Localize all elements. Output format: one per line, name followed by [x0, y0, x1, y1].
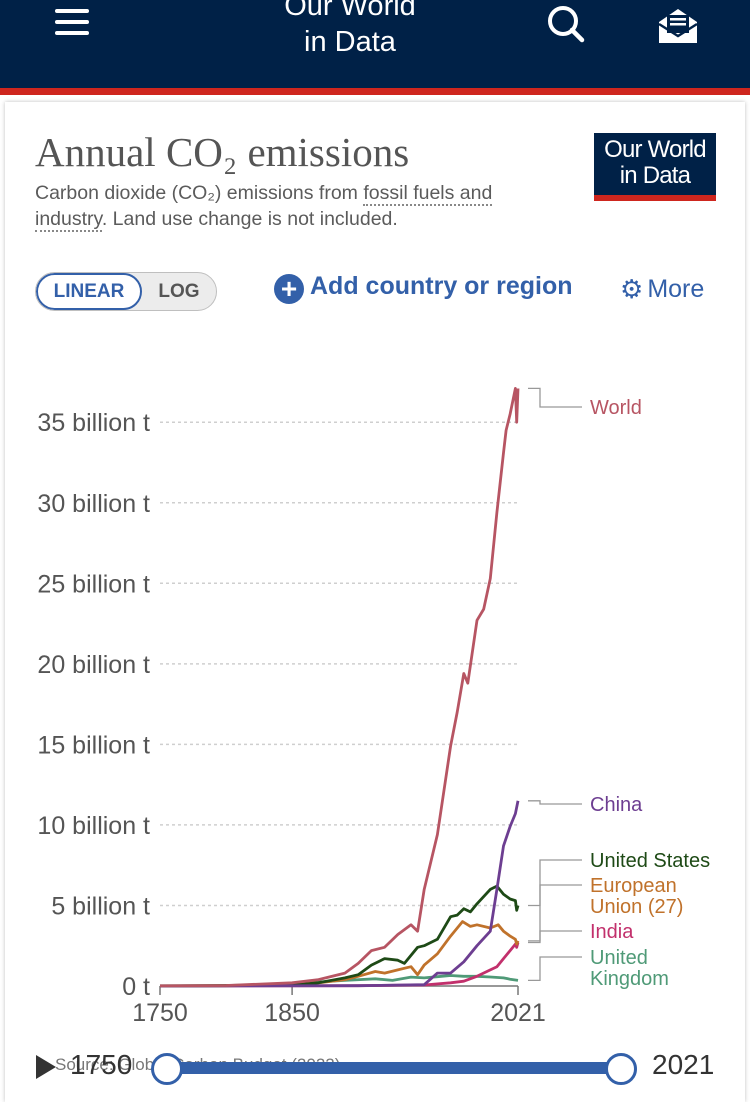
- subtitle-text-before: Carbon dioxide (CO₂) emissions from: [35, 182, 364, 204]
- series-label: Union (27): [590, 896, 683, 918]
- search-icon[interactable]: [546, 4, 586, 44]
- series-label: China: [590, 794, 643, 816]
- leader-line: [528, 956, 582, 982]
- chart-subtitle: Carbon dioxide (CO₂) emissions from foss…: [35, 180, 565, 232]
- site-brand[interactable]: Our World in Data: [250, 0, 450, 60]
- timeline-track[interactable]: [165, 1062, 622, 1074]
- scale-toggle: LINEAR LOG: [35, 272, 217, 311]
- subtitle-text-after: . Land use change is not included.: [101, 208, 398, 230]
- line-chart: 0 t 5 billion t 10 billion t 15 billion t 20…: [37, 387, 710, 1027]
- more-label: More: [647, 275, 705, 303]
- series-label: Kingdom: [590, 968, 669, 990]
- leader-line: [528, 859, 582, 907]
- timeline-start-label: 1750: [70, 1049, 133, 1080]
- series-label: World: [590, 397, 642, 419]
- more-button[interactable]: ⚙ More: [620, 274, 704, 305]
- logo-line-1: Our World: [604, 136, 707, 163]
- y-tick-label: 20 billion t: [37, 651, 150, 679]
- y-tick-label: 15 billion t: [37, 731, 150, 759]
- series-label: United: [590, 947, 648, 969]
- timeline-start-handle[interactable]: [151, 1053, 183, 1085]
- series-line: [159, 387, 520, 988]
- leader-line: [528, 387, 582, 408]
- chart-title: Annual CO₂ emissions: [35, 129, 410, 175]
- series-label: European: [590, 875, 677, 897]
- chart-card: [5, 102, 745, 1102]
- y-tick-label: 30 billion t: [37, 490, 150, 518]
- plus-circle-icon: +: [274, 274, 304, 304]
- gear-icon: ⚙: [620, 274, 644, 304]
- leader-line: [528, 930, 582, 944]
- series-line: [159, 884, 520, 988]
- timeline-end-handle[interactable]: [605, 1053, 637, 1085]
- play-icon[interactable]: [36, 1055, 56, 1079]
- newsletter-icon[interactable]: [656, 6, 700, 46]
- brand-line-1: Our World: [284, 0, 416, 22]
- y-tick-label: 25 billion t: [37, 570, 150, 598]
- series-label: United States: [590, 850, 710, 872]
- logo-line-2: in Data: [619, 162, 691, 189]
- series-label: India: [590, 921, 634, 943]
- add-country-button[interactable]: + Add country or region: [274, 272, 573, 304]
- leader-line: [528, 884, 582, 942]
- site-header: [0, 0, 750, 88]
- timeline-end-label: 2021: [652, 1049, 715, 1080]
- linear-scale-button[interactable]: LINEAR: [36, 273, 142, 310]
- header-accent-stripe: [0, 88, 750, 95]
- y-tick-label: 5 billion t: [51, 892, 150, 920]
- owid-logo[interactable]: Our World in Data: [594, 133, 716, 201]
- y-tick-label: 35 billion t: [37, 409, 150, 437]
- leader-line: [528, 800, 582, 805]
- x-tick-label: 1750: [132, 999, 188, 1027]
- fossil-fuels-definition-link[interactable]: fossil fuels and industry: [35, 182, 493, 232]
- x-tick-label: 1850: [264, 999, 320, 1027]
- logo-accent-stripe: [594, 195, 716, 201]
- y-tick-label: 0 t: [122, 973, 150, 1001]
- x-tick-label: 2021: [490, 999, 546, 1027]
- add-country-label: Add country or region: [310, 272, 573, 300]
- brand-line-2: in Data: [304, 26, 396, 58]
- series-line: [159, 800, 520, 988]
- log-scale-button[interactable]: LOG: [158, 281, 200, 302]
- y-tick-label: 10 billion t: [37, 812, 150, 840]
- hamburger-menu-icon[interactable]: [55, 9, 89, 39]
